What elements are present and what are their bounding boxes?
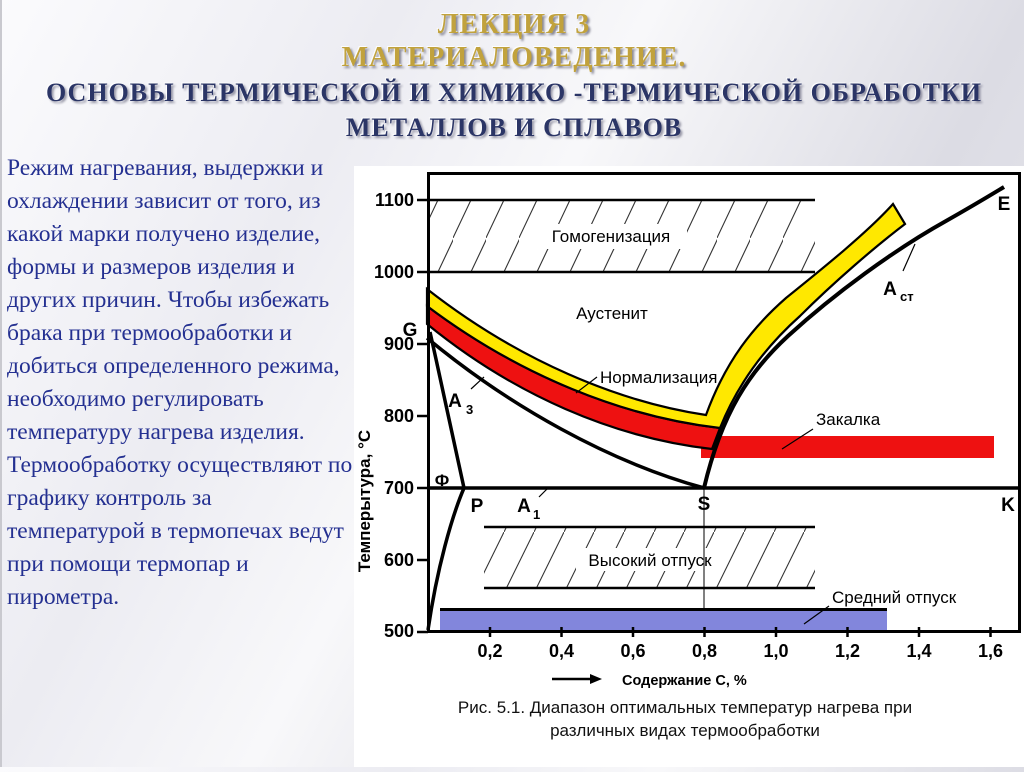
y-tick-700: 700 <box>384 478 414 498</box>
high-tempering-label-bg <box>576 548 724 571</box>
medium-tempering-leader-line <box>803 605 830 625</box>
x-tick-02: 0,2 <box>477 641 502 661</box>
medium-tempering-band <box>440 611 887 631</box>
x-tick-08: 0,8 <box>692 641 717 661</box>
y-tick-800: 800 <box>384 406 414 426</box>
title-line-1: ЛЕКЦИЯ 3 <box>437 9 591 40</box>
x-tick-14: 1,4 <box>906 641 931 661</box>
figure-caption-line-2: различных видах термообработки <box>550 721 820 740</box>
point-k-label: K <box>1001 495 1015 516</box>
point-e-label: E <box>998 194 1011 215</box>
quenching-leader-line <box>781 428 814 450</box>
a3-gs-curve <box>425 336 705 490</box>
a3-leader-line <box>470 376 485 390</box>
point-g-label: G <box>403 320 418 341</box>
x-tick-12: 1,2 <box>835 641 860 661</box>
x-tick-04: 0,4 <box>549 641 574 661</box>
homogenization-label: Гомогенизация <box>552 227 671 246</box>
a3-label-sub: 3 <box>466 402 473 417</box>
a1-leader-line <box>538 488 548 498</box>
y-tick-1100: 1100 <box>375 190 414 210</box>
austenite-label: Аустенит <box>576 304 648 323</box>
x-axis-arrowhead-icon <box>590 674 602 684</box>
a1-label-letter: A <box>517 496 531 517</box>
normalization-band <box>425 202 907 430</box>
pq-curve <box>426 487 466 631</box>
point-p-label: P <box>471 496 484 517</box>
high-tempering-label: Высокий отпуск <box>588 551 712 570</box>
y-tick-1000: 1000 <box>374 262 414 282</box>
y-tick-600: 600 <box>384 550 414 570</box>
normalization-label: Нормализация <box>600 368 717 387</box>
x-axis-ticks <box>488 627 992 637</box>
figure-caption-line-1: Рис. 5.1. Диапазон оптимальных температу… <box>458 698 912 717</box>
quenching-band-horizontal <box>701 436 994 458</box>
x-tick-10: 1,0 <box>763 641 788 661</box>
acm-leader-line <box>902 243 916 272</box>
ferrite-label: Ф <box>435 471 450 490</box>
plot-frame <box>427 172 1021 633</box>
x-axis-title: Содержание С, % <box>622 673 747 689</box>
a1-label-sub: 1 <box>533 507 540 522</box>
slide-title: ЛЕКЦИЯ 3 МАТЕРИАЛОВЕДЕНИЕ. ОСНОВЫ ТЕРМИЧ… <box>2 8 1024 143</box>
acm-label-letter: A <box>883 279 897 300</box>
normalization-leader-line <box>575 376 598 394</box>
title-line-4: МЕТАЛЛОВ И СПЛАВОВ <box>345 112 683 142</box>
phase-diagram: Гомогенизация Высокий отпуск <box>355 172 1021 740</box>
x-tick-16: 1,6 <box>978 641 1003 661</box>
medium-tempering-label: Средний отпуск <box>832 588 957 607</box>
y-tick-900: 900 <box>384 334 414 354</box>
y-axis-title: Темперытура, °С <box>355 430 374 572</box>
y-tick-500: 500 <box>384 621 414 641</box>
acm-se-curve <box>702 185 1006 489</box>
acm-label-sub: ст <box>900 289 914 304</box>
gp-line <box>428 331 466 489</box>
point-s-label: S <box>698 494 711 515</box>
title-line-3: ОСНОВЫ ТЕРМИЧЕСКОЙ И ХИМИКО -ТЕРМИЧЕСКОЙ… <box>46 78 982 108</box>
quenching-label: Закалка <box>816 410 881 429</box>
title-line-2: МАТЕРИАЛОВЕДЕНИЕ. <box>341 42 687 74</box>
figure-panel: Гомогенизация Высокий отпуск <box>354 166 1024 767</box>
y-axis-ticks <box>417 198 428 634</box>
x-tick-06: 0,6 <box>620 641 645 661</box>
body-paragraph: Режим нагревания, выдержки и охлаждении … <box>7 155 353 610</box>
homogenization-label-bg <box>535 224 687 249</box>
a3-label-letter: A <box>448 391 462 412</box>
